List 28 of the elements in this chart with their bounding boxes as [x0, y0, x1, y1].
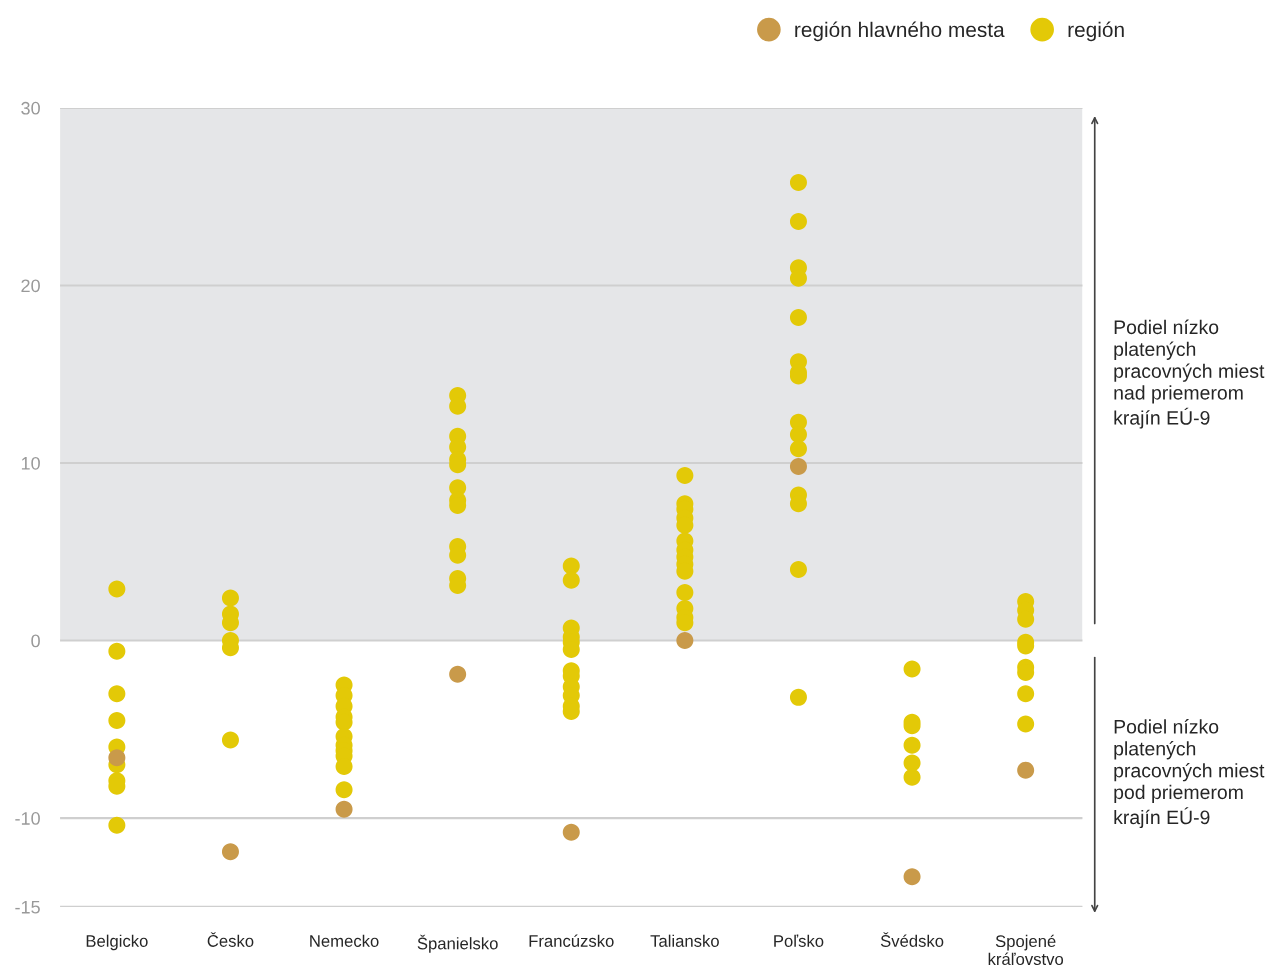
x-tick-label: Nemecko	[310, 934, 379, 947]
x-tick-label: Švédsko	[880, 932, 944, 947]
y-tick-label: 20	[21, 279, 40, 293]
y-tick-label: -15	[15, 901, 40, 914]
x-tick-label: Francúzsko	[529, 934, 614, 947]
legend-label: región	[1068, 21, 1124, 42]
text: Podiel nízko platených pracovných miest pod priemerom krajín EÚ-9	[1114, 719, 1265, 829]
point	[676, 632, 694, 650]
point	[108, 749, 126, 767]
x-tick-label: Poľsko	[774, 934, 824, 947]
point	[789, 458, 807, 476]
x-tick-label: Belgicko	[86, 934, 148, 951]
y-tick-label: 30	[21, 101, 40, 115]
point	[335, 800, 353, 818]
text: Podiel nízko platených pracovných miest nad priemerom krajín EÚ-9	[1114, 319, 1265, 429]
point	[1017, 761, 1035, 779]
y-tick-label: -10	[15, 812, 40, 825]
point	[903, 868, 921, 886]
legend-label: región hlavného mesta	[795, 21, 1005, 42]
x-tick-label: Španielsko	[417, 934, 498, 953]
y-tick-label: 0	[31, 634, 40, 648]
y-tick-label: 10	[21, 456, 40, 470]
x-tick-label: Česko	[207, 932, 254, 947]
x-tick-label: Spojené kráľovstvo	[988, 934, 1064, 966]
point	[562, 823, 580, 841]
point	[221, 843, 239, 861]
point	[449, 665, 467, 683]
x-tick-label: Taliansko	[650, 934, 719, 947]
